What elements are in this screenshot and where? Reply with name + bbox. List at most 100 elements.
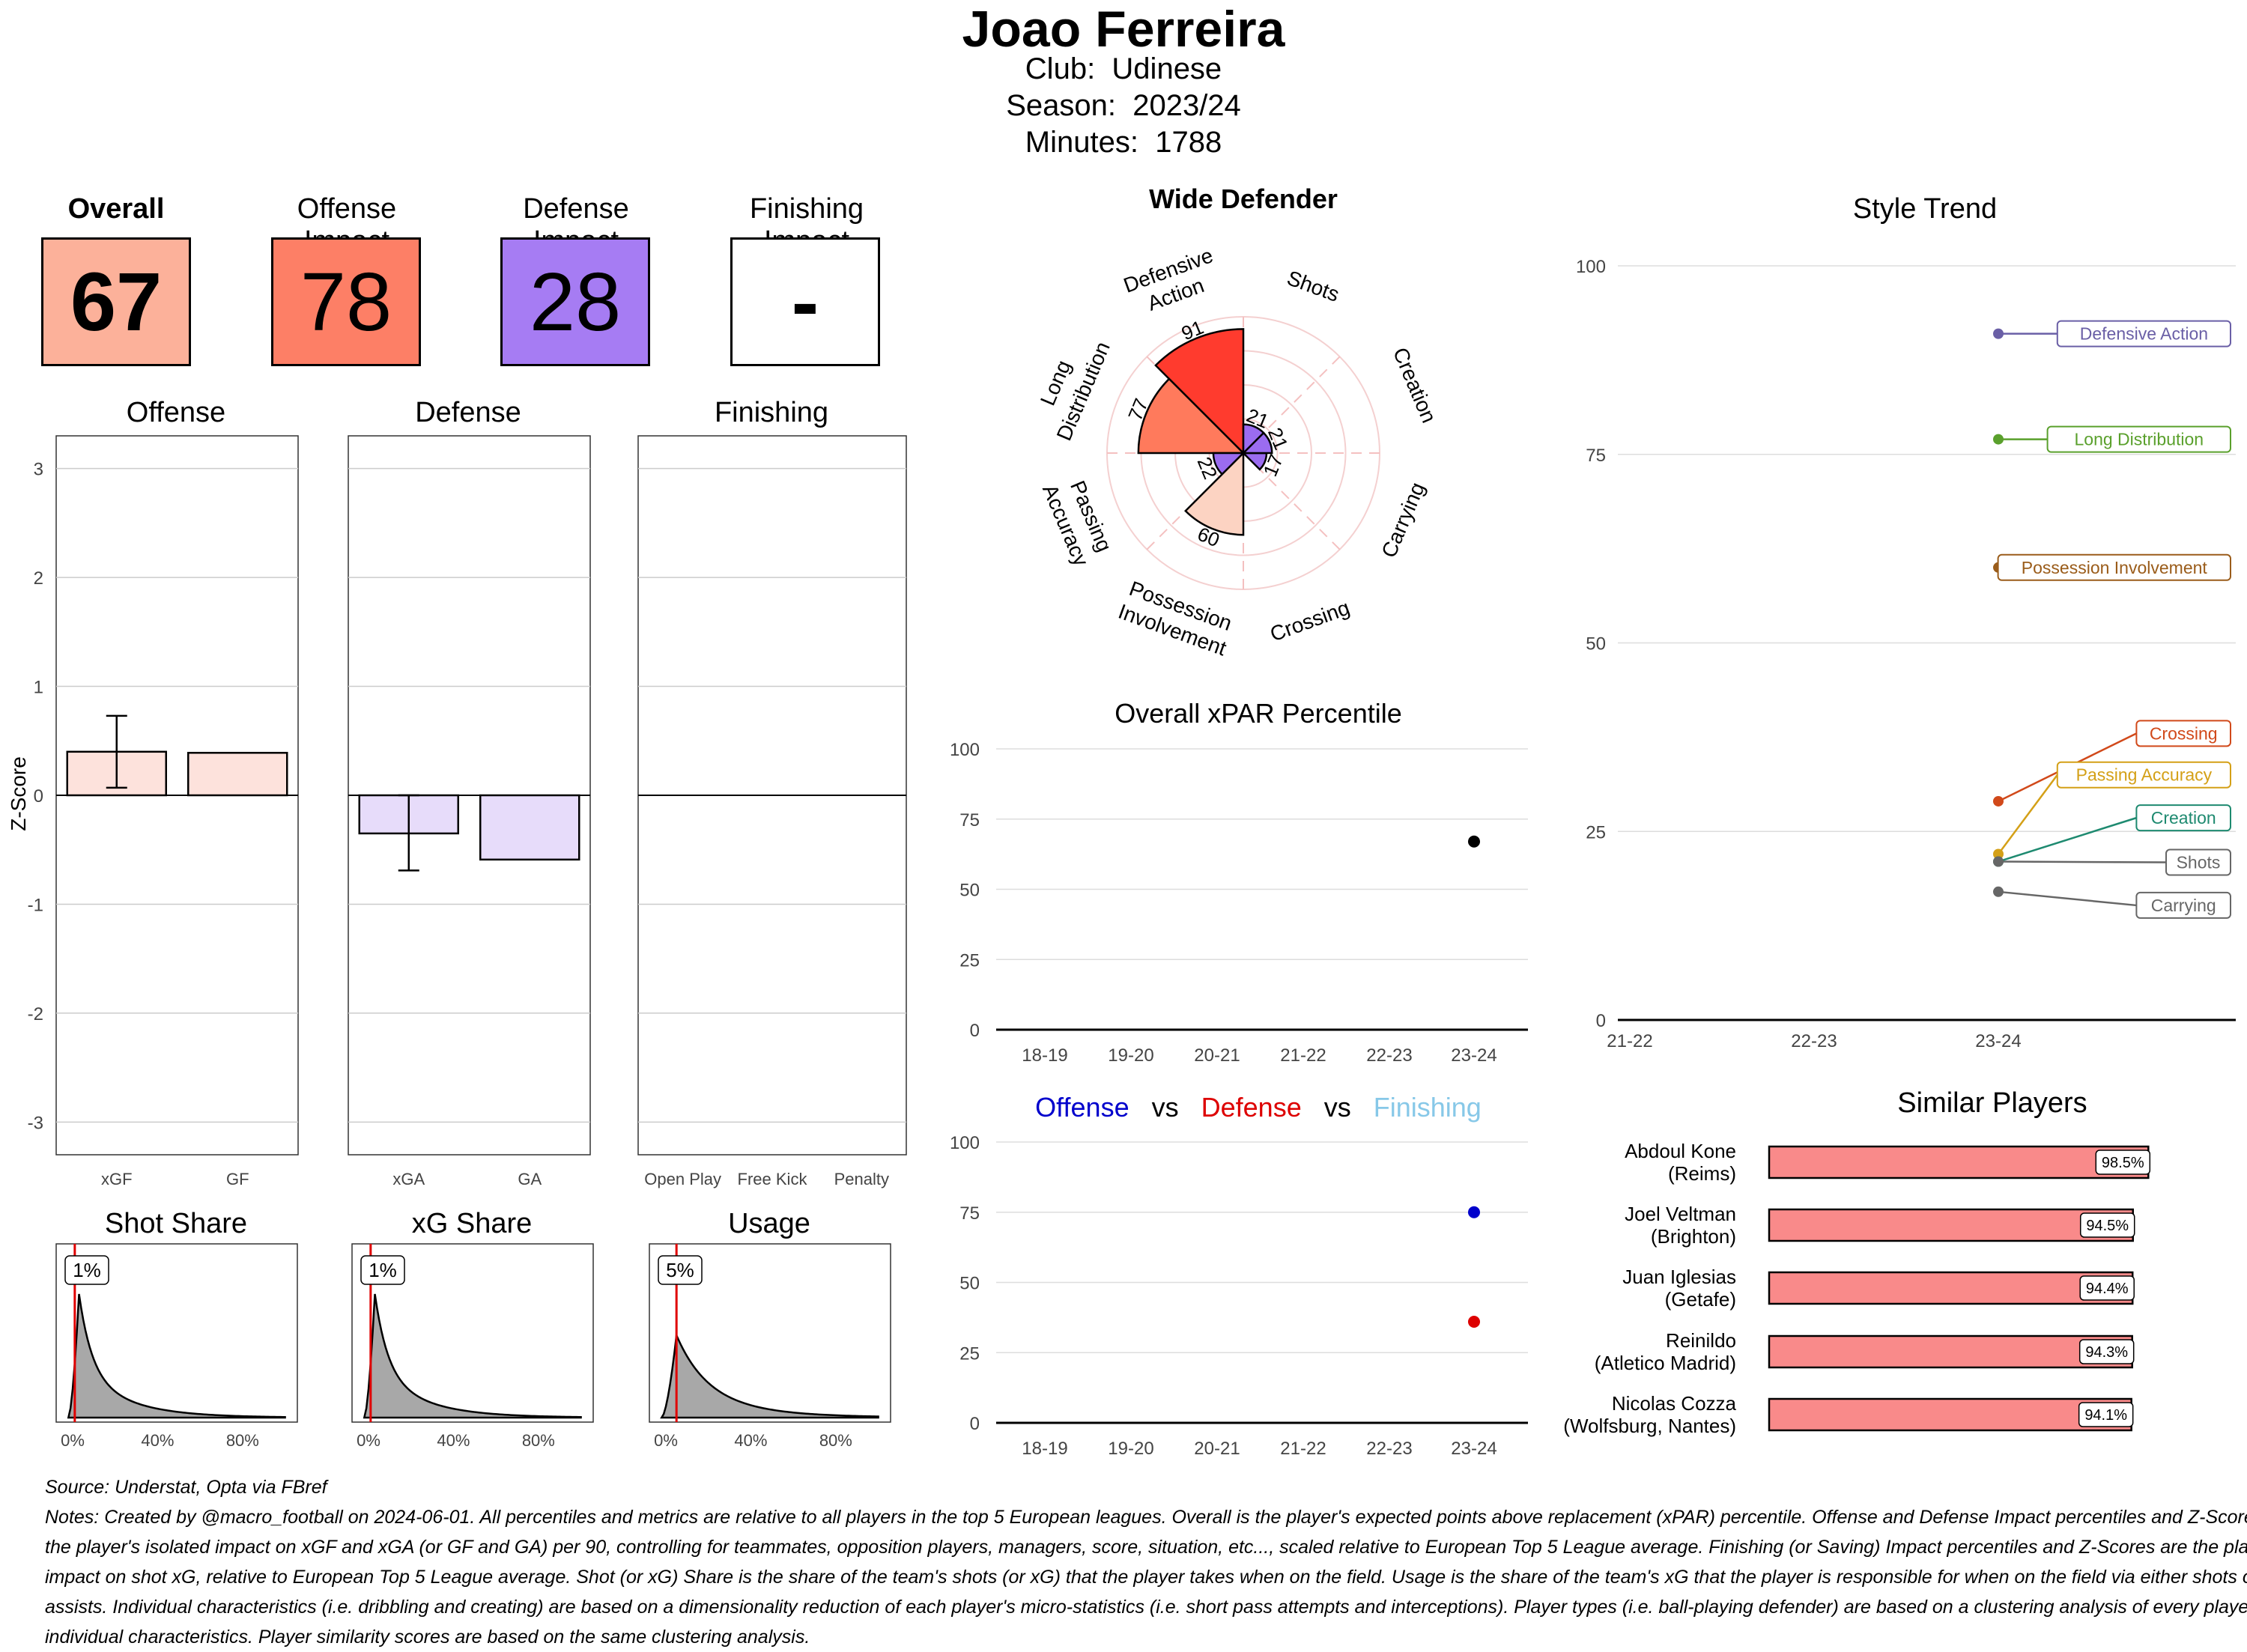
player-name: Joao Ferreira	[962, 1, 1285, 58]
season-line: Season: 2023/24	[0, 89, 2247, 123]
finishing-category-label: Free Kick	[738, 1170, 808, 1188]
club-line: Club: Udinese	[0, 52, 2247, 86]
radar-sector	[1154, 328, 1245, 456]
similar-player-score: 98.5%	[2102, 1155, 2144, 1171]
distribution-tick-label: 80%	[226, 1431, 259, 1450]
ovd-y-tick-label: 100	[950, 1133, 980, 1153]
distribution-value-box	[64, 1255, 109, 1285]
defense-category-label: GA	[518, 1170, 542, 1188]
similar-player-name: Reinildo	[1666, 1329, 1736, 1352]
similar-player-club: (Wolfsburg, Nantes)	[1563, 1415, 1736, 1437]
distribution-tick-label: 0%	[654, 1431, 678, 1450]
similar-player-score-box	[2079, 1275, 2135, 1301]
similar-player-name: Joel Veltman	[1625, 1203, 1736, 1225]
xpar-x-tick-label: 22-23	[1366, 1045, 1412, 1063]
style-trend-point	[1993, 795, 2004, 807]
style-trend-label: Defensive Action	[2080, 324, 2208, 344]
defense-category-label: xGA	[392, 1170, 425, 1188]
ovd-x-tick-label: 18-19	[1022, 1439, 1067, 1457]
similar-player-club: (Getafe)	[1665, 1288, 1736, 1311]
distribution-value-box	[658, 1255, 703, 1285]
style-trend-label-box	[2135, 804, 2232, 832]
zscore-tick-label: -1	[28, 895, 43, 915]
distribution-value-label: 1%	[369, 1259, 397, 1281]
style-trend-label-box	[2046, 425, 2231, 453]
xpar-x-tick-label: 23-24	[1451, 1045, 1497, 1063]
xpar-x-tick-label: 21-22	[1280, 1045, 1326, 1063]
similar-players-title: Similar Players	[1897, 1087, 2087, 1119]
style-trend-label: Creation	[2151, 808, 2216, 827]
ovd-title-finishing: Finishing	[1373, 1092, 1482, 1123]
distribution-value-box	[360, 1255, 405, 1285]
offense-impact-value: 78	[300, 255, 392, 348]
distribution-panels: 1% 0% 40% 80% 1% 0% 40% 80% 5% 0% 40% 80%	[55, 1243, 891, 1450]
offense-panel-title: Offense	[126, 397, 226, 428]
defense-impact-value: 28	[529, 255, 622, 348]
finishing-impact-value: -	[791, 255, 819, 348]
ovd-title-offense: Offense	[1035, 1092, 1129, 1123]
style-trend-label: Passing Accuracy	[2076, 765, 2213, 785]
similar-player-score: 94.5%	[2086, 1218, 2129, 1234]
distribution-tick-label: 40%	[734, 1431, 767, 1450]
style-y-tick-label: 25	[1586, 822, 1606, 842]
style-trend-point	[1993, 434, 2004, 445]
footer-notes-line-1: Notes: Created by @macro_football on 202…	[45, 1507, 2247, 1528]
style-trend-title: Style Trend	[1852, 193, 1998, 225]
similar-player-score-box	[2079, 1212, 2135, 1238]
minutes-line: Minutes: 1788	[0, 126, 2247, 160]
similar-player-bar	[1768, 1271, 2134, 1305]
overall-value-box: 67	[41, 237, 191, 366]
zscore-tick-label: -2	[28, 1004, 43, 1024]
xpar-x-tick-label: 18-19	[1022, 1045, 1067, 1063]
defense-panel-title: Defense	[415, 397, 521, 428]
xpar-x-tick-label: 19-20	[1108, 1045, 1153, 1063]
distribution-density	[363, 1293, 582, 1419]
style-trend-connector	[1998, 860, 2167, 863]
zscore-panels: 3 2 1 0 -1 -2 -3 xGF GF xGA GA Open Play Free Kick Pe…	[7, 435, 907, 1188]
radar-title: Wide Defender	[1149, 183, 1338, 214]
style-trend-label: Crossing	[2150, 723, 2218, 743]
similar-players-chart: Abdoul Kone(Reims) 98.5% Joel Veltman(Brig…	[1563, 1140, 2151, 1437]
defense-impact-box: 28	[500, 237, 650, 366]
style-trend-connector	[1998, 890, 2137, 907]
finishing-category-label: Open Play	[644, 1170, 721, 1188]
ovd-x-tick-label: 23-24	[1451, 1439, 1497, 1457]
club-value: Udinese	[1112, 52, 1222, 85]
similar-player-bar	[1768, 1334, 2133, 1369]
style-y-tick-label: 0	[1596, 1011, 1606, 1031]
style-trend-label-box	[2135, 720, 2232, 747]
style-trend-point	[1993, 328, 2004, 339]
shot-share-title: Shot Share	[104, 1208, 248, 1239]
similar-player-score-box	[2095, 1150, 2151, 1175]
ovd-point	[1468, 1316, 1480, 1328]
footer-notes-line-2: the player's isolated impact on xGF and …	[45, 1537, 2247, 1558]
style-trend-label: Possession Involvement	[2022, 558, 2208, 577]
zscore-tick-label: 2	[34, 568, 43, 589]
style-y-tick-label: 100	[1576, 257, 1606, 277]
zscore-tick-label: 0	[34, 786, 43, 807]
similar-player-name: Juan Iglesias	[1622, 1266, 1736, 1288]
finishing-panel-title: Finishing	[714, 397, 829, 428]
finishing-category-label: Penalty	[834, 1170, 889, 1188]
xpar-y-tick-label: 0	[970, 1021, 980, 1041]
offense-category-label: GF	[226, 1170, 249, 1188]
style-x-tick-label: 22-23	[1791, 1031, 1837, 1051]
style-trend-label-box	[2135, 891, 2232, 919]
ovd-x-tick-label: 21-22	[1280, 1439, 1326, 1457]
similar-player-name: Abdoul Kone	[1625, 1140, 1736, 1162]
xpar-point	[1468, 835, 1480, 848]
footer-notes-line-3: impact on shot xG, relative to European …	[45, 1567, 2247, 1588]
style-y-tick-label: 50	[1586, 634, 1606, 655]
ovd-point	[1468, 1206, 1480, 1218]
similar-player-score: 94.3%	[2085, 1344, 2128, 1361]
distribution-tick-label: 40%	[141, 1431, 174, 1450]
zscore-tick-label: 3	[34, 460, 43, 480]
ovd-x-tick-label: 22-23	[1366, 1439, 1412, 1457]
xpar-y-tick-label: 75	[959, 810, 980, 830]
xpar-y-tick-label: 25	[959, 950, 980, 971]
xg-share-title: xG Share	[411, 1208, 533, 1239]
zscore-tick-label: 1	[34, 678, 43, 698]
offense-category-label: xGF	[101, 1170, 133, 1188]
similar-player-name: Nicolas Cozza	[1612, 1392, 1737, 1415]
style-trend-label-box	[2056, 761, 2231, 789]
